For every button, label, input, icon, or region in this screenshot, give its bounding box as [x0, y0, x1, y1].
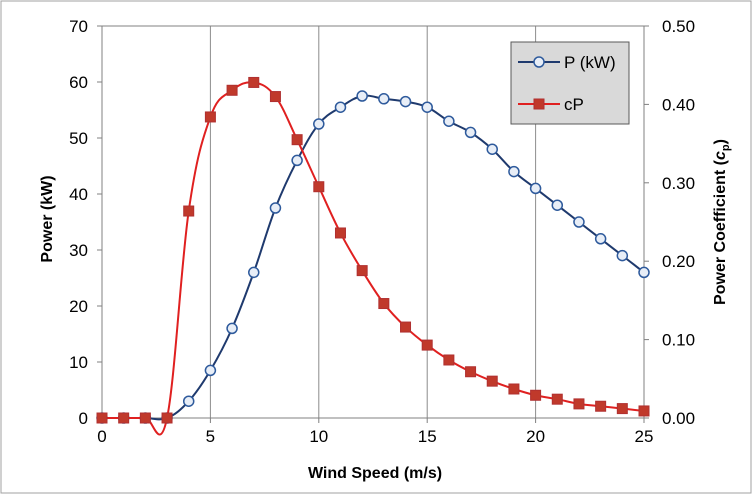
data-point-cp: [96, 412, 108, 424]
data-point-p: [399, 95, 412, 108]
data-point-cp: [616, 403, 628, 415]
y2-tick-label: 0.00: [662, 409, 695, 428]
legend-label-cp: cP: [564, 95, 584, 114]
y-tick-label: 40: [69, 185, 88, 204]
x-axis-title: Wind Speed (m/s): [308, 465, 442, 482]
data-point-p: [486, 143, 498, 155]
y2-axis-title-end: ): [712, 139, 729, 144]
data-point-p: [269, 202, 282, 214]
y2-tick-label: 0.50: [662, 17, 695, 36]
data-point-cp: [334, 227, 346, 239]
legend-marker-p: [533, 56, 545, 68]
data-point-p: [551, 199, 564, 211]
data-point-cp: [421, 339, 433, 351]
data-point-p: [594, 233, 607, 245]
data-point-cp: [139, 412, 151, 424]
data-point-p: [421, 101, 433, 113]
data-point-cp: [551, 393, 563, 405]
data-point-cp: [204, 111, 216, 123]
data-series: [96, 76, 650, 436]
y2-tick-label: 0.40: [662, 95, 695, 114]
data-point-cp: [269, 91, 281, 103]
axis-ticks: 0 5 10 15 20 25 0 10 20 30 40 50 60 70 0.00 0.10 0.20 0.3…: [69, 17, 695, 446]
y-tick-label: 30: [69, 241, 88, 260]
data-point-cp: [313, 181, 325, 193]
data-point-p: [616, 249, 629, 262]
y2-tick-label: 0.30: [662, 174, 695, 193]
y2-tick-label: 0.20: [662, 252, 695, 271]
data-point-p: [182, 395, 195, 407]
y2-axis-title: Power Coefficient (cp): [712, 139, 732, 305]
data-point-p: [291, 154, 303, 167]
y2-axis-title-main: Power Coefficient (: [712, 159, 729, 305]
data-point-cp: [465, 366, 477, 378]
data-point-cp: [118, 412, 130, 424]
y-tick-label: 20: [69, 297, 88, 316]
y-tick-label: 10: [69, 353, 88, 372]
data-point-cp: [291, 134, 303, 146]
y2-tick-label: 0.10: [662, 331, 695, 350]
legend-marker-cp: [533, 98, 545, 110]
data-point-cp: [443, 354, 455, 366]
x-tick-label: 20: [526, 427, 545, 446]
data-point-cp: [400, 321, 412, 333]
data-point-p: [226, 322, 238, 335]
y-tick-label: 70: [69, 17, 88, 36]
y2-axis-title-subscript: p: [720, 144, 732, 151]
plot-area-border: [101, 25, 645, 419]
data-point-p: [464, 126, 477, 139]
data-point-cp: [486, 375, 498, 387]
data-point-cp: [595, 400, 607, 412]
legend: P (kW) cP: [510, 41, 630, 125]
data-point-cp: [356, 265, 368, 277]
data-point-cp: [183, 205, 195, 217]
data-point-cp: [573, 398, 585, 410]
data-point-p: [334, 101, 347, 113]
y-tick-label: 0: [79, 409, 88, 428]
data-point-cp: [508, 383, 520, 395]
data-point-cp: [530, 389, 542, 401]
data-point-p: [248, 266, 260, 279]
legend-box: [510, 41, 630, 125]
legend-label-p: P (kW): [564, 53, 616, 72]
y2-axis-title-symbol: c: [712, 151, 729, 160]
data-point-cp: [638, 405, 650, 417]
x-tick-label: 0: [97, 427, 106, 446]
data-point-p: [443, 115, 455, 127]
x-tick-label: 25: [635, 427, 654, 446]
data-point-p: [204, 364, 217, 377]
data-point-cp: [248, 76, 260, 88]
x-tick-label: 10: [309, 427, 328, 446]
data-point-p: [508, 165, 520, 178]
data-point-p: [529, 182, 542, 195]
x-tick-label: 5: [206, 427, 215, 446]
data-point-p: [356, 90, 368, 102]
y-axis-title: Power (kW): [39, 175, 56, 262]
data-point-p: [573, 216, 585, 228]
x-tick-label: 15: [418, 427, 437, 446]
y-tick-label: 50: [69, 129, 88, 148]
data-point-p: [378, 93, 390, 105]
data-point-p: [638, 266, 650, 279]
y-tick-label: 60: [69, 73, 88, 92]
data-point-cp: [378, 298, 390, 310]
data-point-cp: [161, 412, 173, 424]
data-point-p: [313, 118, 325, 130]
data-point-cp: [226, 84, 238, 96]
